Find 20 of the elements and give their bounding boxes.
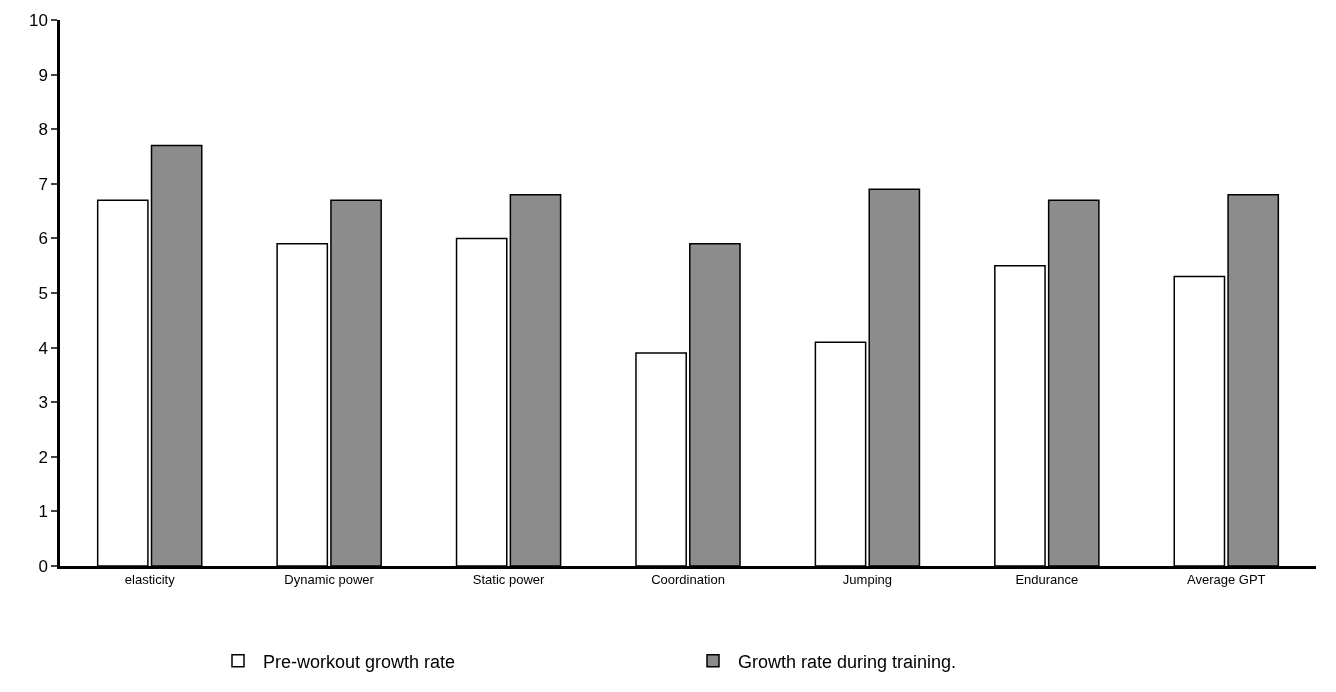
y-tick-label: 2 xyxy=(38,447,48,467)
x-tick-label: Dynamic power xyxy=(284,572,375,588)
x-tick-label: Average GPT xyxy=(1187,572,1266,588)
x-tick-label: elasticity xyxy=(124,572,176,588)
x-tick-label: Coordination xyxy=(651,572,725,588)
y-tick-label: 4 xyxy=(38,338,48,358)
y-tick-label: 1 xyxy=(38,502,48,522)
legend-label: Growth rate during training. xyxy=(738,651,957,672)
y-tick-label: 3 xyxy=(38,393,48,413)
legend-label: Pre-workout growth rate xyxy=(263,651,456,672)
y-tick-label: 6 xyxy=(38,229,48,249)
y-tick-label: 10 xyxy=(28,10,48,30)
y-tick-label: 8 xyxy=(38,120,48,140)
y-tick-label: 0 xyxy=(38,556,48,576)
y-tick-label: 7 xyxy=(38,174,48,194)
y-tick-label: 5 xyxy=(38,283,48,303)
x-tick-label: Jumping xyxy=(842,572,892,588)
x-tick-label: Static power xyxy=(472,572,545,588)
x-tick-label: Endurance xyxy=(1015,572,1079,588)
y-tick-label: 9 xyxy=(38,65,48,85)
